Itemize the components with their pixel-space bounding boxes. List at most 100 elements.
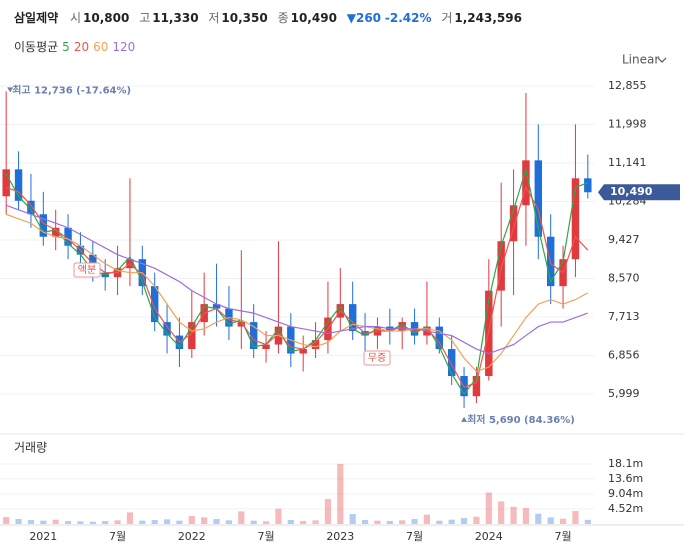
price-tag-label: 10,490 [610, 185, 653, 198]
volume-bar [151, 520, 158, 524]
candle-body [249, 322, 258, 350]
candle-body [14, 169, 23, 201]
candle-body [150, 286, 159, 323]
y-tick-label: 8,570 [608, 272, 640, 285]
legend-entry: 60 [93, 40, 109, 54]
candle-body [348, 304, 357, 332]
candle-body [27, 200, 35, 215]
volume-bar [201, 517, 208, 524]
candle-body [435, 326, 444, 350]
open: 10,800 [83, 11, 130, 25]
ma-line [5, 213, 589, 373]
volume-bar [361, 520, 369, 524]
volume-bar [15, 519, 22, 524]
candle-body [212, 304, 221, 309]
volume-bar [312, 520, 319, 524]
volume-bar [374, 520, 381, 524]
candle-body [39, 214, 48, 237]
candle-body [497, 241, 505, 291]
price-tag [598, 184, 680, 201]
candle-body [64, 227, 72, 246]
y-tick-label: 7,713 [608, 310, 640, 323]
volume: 1,243,596 [454, 11, 522, 25]
candle-body [188, 322, 196, 350]
label: 시 [70, 11, 82, 25]
candle-body [584, 178, 592, 193]
x-tick-label: 7월 [555, 530, 572, 543]
y-tick-label: 18.1m [608, 457, 643, 470]
event-box [363, 350, 391, 366]
volume-bar [572, 511, 579, 524]
volume-bar [423, 514, 431, 524]
change: 260 [355, 11, 382, 25]
volume-bar [522, 508, 530, 524]
y-tick-label: 6,856 [608, 349, 640, 362]
candle-body [447, 349, 456, 376]
volume-bar [300, 521, 307, 524]
volume-bar [584, 519, 591, 524]
x-tick-label: 2021 [29, 530, 57, 543]
header: 삼일제약 시 10,800 고 11,330 저 10,350 종 10,490 ▼26… [14, 9, 528, 26]
candle-body [571, 178, 580, 260]
volume-title: 거래량 [14, 441, 47, 455]
volume-bar [448, 519, 455, 524]
change-pct: -2.42% [384, 11, 432, 25]
label: 거 [441, 11, 453, 25]
close: 10,490 [290, 11, 337, 25]
chevron[interactable] [657, 57, 667, 63]
legend-entry: 5 [62, 40, 70, 54]
volume-bar [411, 519, 418, 524]
y-tick-label: 9.04m [608, 487, 643, 500]
stock-name: 삼일제약 [14, 11, 59, 25]
candle-body [51, 227, 60, 237]
x-tick-label: 2023 [326, 530, 354, 543]
label: 저 [208, 11, 220, 25]
x-tick-label: 7월 [406, 530, 423, 543]
high-annotation: 최고 12,736 (-17.64%) [12, 83, 131, 96]
low-marker [461, 416, 468, 422]
label: 종 [277, 11, 289, 25]
low: 10,350 [221, 11, 268, 25]
down-arrow: ▼ [346, 11, 356, 25]
volume-bar [52, 519, 59, 524]
volume-bar [77, 521, 84, 524]
y-tick-label: 13.6m [608, 472, 643, 485]
event-label: 무증 [368, 352, 386, 364]
candle-body [299, 349, 307, 354]
candle-body [509, 205, 518, 242]
candle-body [522, 160, 530, 206]
volume-bar [114, 520, 121, 524]
volume-bar [40, 520, 47, 524]
volume-bar [262, 521, 270, 524]
ma-line [5, 166, 589, 396]
volume-bar [275, 508, 282, 524]
volume-bar [349, 514, 356, 524]
x-tick-label: 2024 [475, 530, 503, 543]
volume-bar [485, 492, 492, 524]
volume-bar [287, 520, 294, 524]
y-tick-label: 11,998 [608, 117, 647, 130]
volume-bar [386, 521, 393, 524]
volume-bar [225, 520, 233, 524]
volume-bar [3, 517, 10, 524]
y-tick-label: 9,427 [608, 233, 640, 246]
volume-bar [64, 521, 72, 524]
ma-legend: 이동평균 5 20 60 120 [14, 38, 139, 55]
volume-bar [213, 519, 220, 524]
high: 11,330 [152, 11, 199, 25]
y-tick-label: 11,141 [608, 156, 647, 169]
volume-bar [535, 513, 542, 524]
scale-toggle[interactable]: Linear [622, 53, 659, 67]
low-annotation: 최저 5,690 (84.36%) [467, 413, 575, 426]
volume-bar [510, 506, 517, 524]
y-tick-label: 12,855 [608, 79, 647, 92]
candle-body [237, 322, 246, 327]
x-tick-label: 2022 [178, 530, 206, 543]
volume-bar [547, 517, 554, 524]
candle-body [163, 322, 171, 336]
volume-bar [473, 516, 480, 524]
volume-bar [250, 520, 257, 524]
ma-line [5, 204, 589, 355]
volume-bar [126, 512, 134, 524]
